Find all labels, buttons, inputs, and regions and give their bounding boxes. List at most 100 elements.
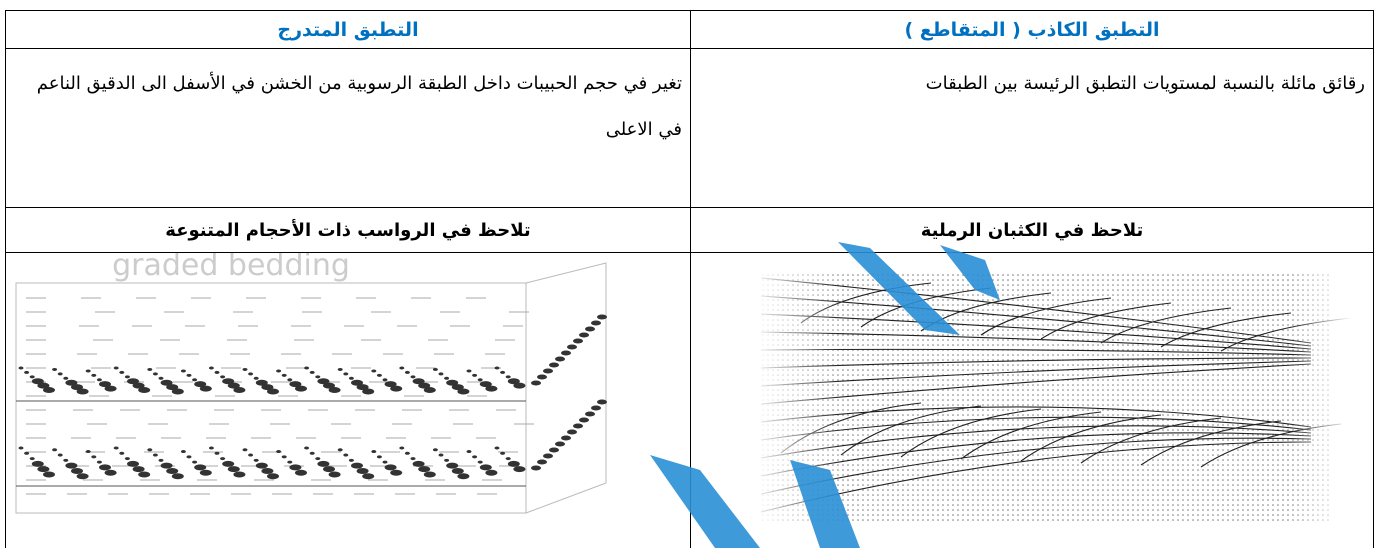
sketch-stroke — [304, 366, 310, 370]
sketch-stroke — [31, 378, 44, 385]
sketch-stroke — [446, 379, 459, 386]
sketch-stroke — [479, 464, 492, 471]
sketch-stroke — [384, 464, 397, 471]
sketch-stroke — [147, 448, 153, 452]
sketch-stroke — [579, 332, 589, 338]
sketch-stroke — [356, 384, 369, 391]
sketch-stroke — [31, 460, 44, 467]
sketch-stroke — [208, 446, 214, 450]
sketch-stroke — [567, 344, 577, 350]
sketch-stroke — [281, 373, 287, 377]
graded-bedding-image: graded bedding — [15, 253, 607, 514]
sketch-stroke — [371, 369, 377, 373]
sketch-stroke — [37, 466, 50, 473]
sketch-stroke — [227, 466, 240, 473]
sketch-stroke — [43, 387, 55, 394]
sketch-stroke — [485, 469, 498, 476]
sketch-stroke — [549, 362, 559, 368]
sketch-stroke — [597, 314, 607, 320]
image-cell: graded bedding — [5, 252, 691, 548]
sketch-stroke — [390, 469, 403, 476]
sketch-stroke — [160, 462, 173, 469]
sketch-stroke — [591, 405, 601, 411]
sketch-stroke — [180, 450, 186, 454]
sketch-stroke — [71, 467, 83, 474]
sketch-stroke — [29, 457, 35, 461]
sketch-stroke — [24, 451, 30, 455]
sketch-stroke — [404, 451, 410, 455]
sketch-stroke — [124, 375, 130, 379]
sketch-stroke — [119, 370, 125, 374]
sketch-stroke — [337, 448, 343, 452]
sketch-stroke — [597, 399, 607, 405]
sketch-stroke — [180, 369, 186, 373]
sketch-stroke — [537, 459, 547, 465]
sketch-stroke — [351, 462, 363, 469]
sketch-stroke — [132, 382, 145, 389]
sketch-stroke — [317, 460, 330, 467]
sketch-stroke — [37, 382, 50, 389]
sketch-stroke — [382, 460, 388, 464]
sketch-stroke — [423, 387, 436, 394]
sketch-stroke — [505, 375, 511, 379]
sketch-stroke — [376, 455, 382, 459]
sketch-stroke — [315, 457, 321, 461]
sketch-stroke — [543, 368, 553, 374]
sketch-stroke — [24, 370, 30, 374]
sketch-stroke — [289, 464, 302, 471]
observation-cell: تلاحظ في الكثبان الرملية — [690, 207, 1374, 253]
sketch-stroke — [399, 446, 405, 450]
sketch-stroke — [220, 375, 226, 379]
sketch-stroke — [119, 451, 125, 455]
sketch-stroke — [76, 473, 89, 480]
header-cell: التطبق المتدرج — [5, 10, 691, 49]
sketch-stroke — [466, 450, 472, 454]
sketch-stroke — [18, 366, 24, 370]
sketch-stroke — [500, 451, 506, 455]
sketch-stroke — [255, 462, 268, 469]
cross-bedding-image — [751, 263, 1352, 533]
sketch-stroke — [390, 385, 403, 392]
sketch-stroke — [242, 448, 248, 452]
sketch-stroke — [248, 372, 254, 376]
sketch-stroke — [192, 378, 198, 382]
sketch-stroke — [261, 467, 274, 474]
sketch-stroke — [43, 471, 55, 478]
sketch-stroke — [199, 469, 212, 476]
sketch-stroke — [585, 326, 595, 332]
sketch-stroke — [410, 457, 416, 461]
sketch-stroke — [242, 367, 248, 371]
sketch-stroke — [96, 460, 102, 464]
sketch-stroke — [531, 465, 541, 471]
sketch-stroke — [57, 453, 63, 457]
sketch-stroke — [304, 446, 310, 450]
sketch-stroke — [222, 460, 235, 467]
sketch-stroke — [418, 382, 431, 389]
sketch-stroke — [328, 387, 341, 394]
sketch-stroke — [289, 381, 302, 388]
sketch-stroke — [432, 367, 438, 371]
description-cell: رقائق مائلة بالنسبة لمستويات التطبق الرئ… — [690, 48, 1374, 208]
sketch-stroke — [295, 385, 307, 392]
sketch-stroke — [513, 466, 526, 473]
sketch-stroke — [113, 366, 119, 370]
sketch-stroke — [52, 367, 58, 371]
sketch-stroke — [348, 458, 354, 462]
sketch-stroke — [561, 350, 571, 356]
sketch-stroke — [261, 384, 274, 391]
sketch-stroke — [220, 457, 226, 461]
sketch-stroke — [543, 453, 553, 459]
sketch-stroke — [457, 388, 470, 395]
sketch-stroke — [591, 320, 601, 326]
sketch-stroke — [412, 460, 425, 467]
sketch-stroke — [507, 460, 520, 467]
sketch-stroke — [573, 338, 583, 344]
sketch-stroke — [351, 379, 363, 386]
sketch-stroke — [444, 458, 450, 462]
sketch-stroke — [309, 451, 315, 455]
sketch-stroke — [423, 471, 436, 478]
sketch-stroke — [186, 455, 192, 459]
sketch-stroke — [505, 457, 511, 461]
sketch-stroke — [222, 378, 235, 385]
sketch-stroke — [323, 466, 335, 473]
